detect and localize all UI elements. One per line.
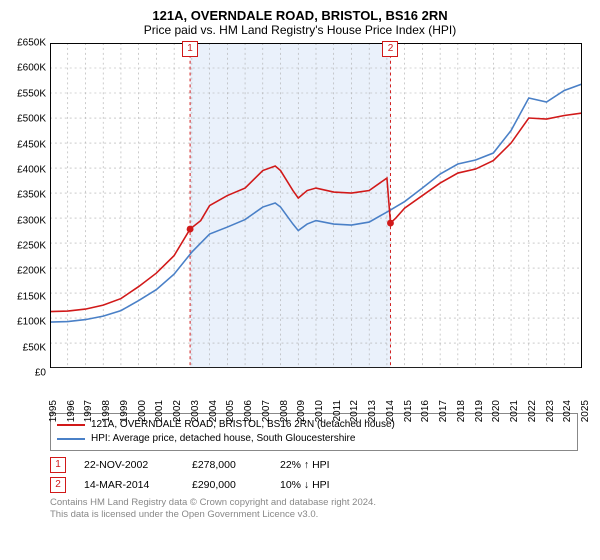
x-tick-label: 2020	[491, 400, 502, 422]
x-tick-label: 2011	[332, 400, 343, 422]
x-tick-label: 2022	[527, 400, 538, 422]
chart-subtitle: Price paid vs. HM Land Registry's House …	[10, 23, 590, 37]
x-tick-label: 2003	[190, 400, 201, 422]
x-tick-label: 1999	[119, 400, 130, 422]
y-tick-label: £350K	[10, 190, 46, 201]
x-tick-label: 1995	[48, 400, 59, 422]
x-tick-label: 2016	[420, 400, 431, 422]
x-tick-label: 2008	[279, 400, 290, 422]
y-tick-label: £250K	[10, 241, 46, 252]
x-tick-label: 2019	[474, 400, 485, 422]
x-tick-label: 2013	[367, 400, 378, 422]
sale-marker-1: 1	[50, 457, 66, 473]
sale-marker-1-icon: 1	[182, 41, 198, 57]
x-tick-label: 2012	[349, 400, 360, 422]
y-tick-label: £0	[10, 368, 46, 379]
x-tick-label: 2023	[545, 400, 556, 422]
y-tick-label: £600K	[10, 63, 46, 74]
x-tick-label: 2002	[172, 400, 183, 422]
x-tick-label: 1996	[66, 400, 77, 422]
x-tick-label: 2024	[562, 400, 573, 422]
y-tick-label: £150K	[10, 291, 46, 302]
footer-attribution: Contains HM Land Registry data © Crown c…	[50, 497, 578, 521]
sale-events: 1 22-NOV-2002 £278,000 22% ↑ HPI 2 14-MA…	[50, 457, 578, 493]
x-tick-label: 2009	[296, 400, 307, 422]
y-tick-label: £450K	[10, 139, 46, 150]
x-tick-label: 2021	[509, 400, 520, 422]
sale-marker-2-icon: 2	[382, 41, 398, 57]
x-tick-label: 2017	[438, 400, 449, 422]
x-tick-label: 1997	[83, 400, 94, 422]
x-tick-label: 2000	[137, 400, 148, 422]
x-tick-label: 2006	[243, 400, 254, 422]
legend-2: HPI: Average price, detached house, Sout…	[91, 432, 355, 446]
y-tick-label: £550K	[10, 88, 46, 99]
x-tick-label: 2025	[580, 400, 591, 422]
y-tick-label: £400K	[10, 164, 46, 175]
y-tick-label: £200K	[10, 266, 46, 277]
x-tick-label: 2001	[154, 400, 165, 422]
x-tick-label: 2015	[403, 400, 414, 422]
y-tick-label: £500K	[10, 114, 46, 125]
chart-title: 121A, OVERNDALE ROAD, BRISTOL, BS16 2RN	[10, 6, 590, 23]
x-tick-label: 2018	[456, 400, 467, 422]
y-tick-label: £50K	[10, 342, 46, 353]
sale-2-delta: 10% ↓ HPI	[280, 479, 330, 491]
sale-marker-2: 2	[50, 477, 66, 493]
x-tick-label: 2014	[385, 400, 396, 422]
sale-2-date: 14-MAR-2014	[84, 479, 174, 491]
x-tick-label: 2007	[261, 400, 272, 422]
x-tick-label: 2010	[314, 400, 325, 422]
y-tick-label: £650K	[10, 38, 46, 49]
sale-1-date: 22-NOV-2002	[84, 459, 174, 471]
chart-area: £0£50K£100K£150K£200K£250K£300K£350K£400…	[50, 43, 582, 373]
y-tick-label: £300K	[10, 215, 46, 226]
x-tick-label: 1998	[101, 400, 112, 422]
chart-plot	[50, 43, 582, 368]
y-tick-label: £100K	[10, 317, 46, 328]
sale-1-price: £278,000	[192, 459, 262, 471]
x-tick-label: 2005	[225, 400, 236, 422]
sale-1-delta: 22% ↑ HPI	[280, 459, 330, 471]
sale-2-price: £290,000	[192, 479, 262, 491]
x-tick-label: 2004	[208, 400, 219, 422]
